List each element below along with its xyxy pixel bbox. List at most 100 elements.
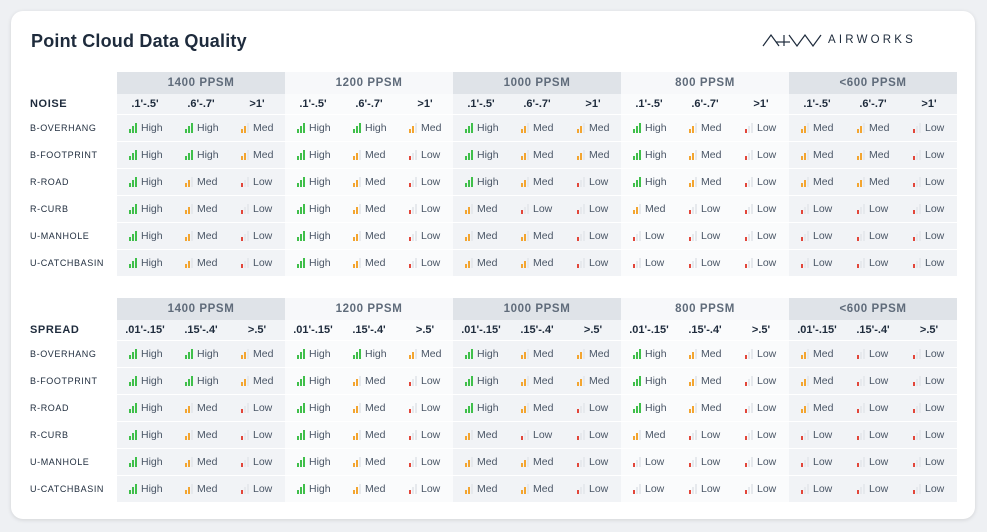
quality-level: Low xyxy=(253,230,273,242)
quality-cell: Med xyxy=(789,394,845,421)
signal-high-icon xyxy=(297,150,305,160)
quality-cell: High xyxy=(117,168,173,195)
signal-low-icon xyxy=(241,403,249,413)
quality-level: Med xyxy=(701,122,722,134)
quality-cell: Low xyxy=(229,475,285,502)
quality-level: Low xyxy=(589,456,609,468)
quality-level: High xyxy=(309,257,331,269)
quality-cell: Med xyxy=(173,249,229,276)
quality-cell: High xyxy=(285,421,341,448)
quality-level: Low xyxy=(253,456,273,468)
quality-cell: High xyxy=(117,421,173,448)
signal-high-icon xyxy=(185,123,193,133)
quality-level: High xyxy=(141,149,163,161)
quality-level: Med xyxy=(365,402,386,414)
quality-level: Med xyxy=(197,203,218,215)
signal-high-icon xyxy=(297,123,305,133)
quality-level: Low xyxy=(701,203,721,215)
table-row: B-OVERHANG High High Med High High Med High Med M… xyxy=(30,340,957,367)
quality-cell: Low xyxy=(621,448,677,475)
quality-level: Med xyxy=(477,429,498,441)
quality-level: Med xyxy=(421,348,442,360)
quality-level: Med xyxy=(197,402,218,414)
quality-level: Low xyxy=(421,257,441,269)
quality-cell: High xyxy=(173,114,229,141)
quality-cell: High xyxy=(453,394,509,421)
signal-low-icon xyxy=(521,430,529,440)
quality-level: Med xyxy=(365,456,386,468)
quality-cell: Med xyxy=(341,394,397,421)
quality-level: Med xyxy=(813,348,834,360)
quality-level: Med xyxy=(645,203,666,215)
quality-cell: High xyxy=(453,340,509,367)
quality-level: Low xyxy=(925,429,945,441)
range-header: >.5' xyxy=(565,320,621,340)
signal-med-icon xyxy=(577,376,585,386)
quality-cell: High xyxy=(285,249,341,276)
quality-cell: Med xyxy=(341,475,397,502)
airworks-logo: AIRWORKS xyxy=(762,33,916,47)
quality-level: Low xyxy=(757,176,777,188)
quality-cell: Med xyxy=(173,448,229,475)
signal-med-icon xyxy=(241,349,249,359)
signal-low-icon xyxy=(689,231,697,241)
quality-level: Low xyxy=(253,203,273,215)
signal-med-icon xyxy=(801,376,809,386)
signal-med-icon xyxy=(185,204,193,214)
quality-level: Low xyxy=(421,429,441,441)
quality-level: High xyxy=(645,375,667,387)
signal-high-icon xyxy=(297,484,305,494)
quality-level: High xyxy=(645,402,667,414)
signal-low-icon xyxy=(409,484,417,494)
quality-level: Low xyxy=(253,402,273,414)
airworks-logo-mark xyxy=(762,33,822,47)
signal-low-icon xyxy=(913,349,921,359)
quality-level: Low xyxy=(925,348,945,360)
quality-level: Med xyxy=(589,122,610,134)
range-header: .6'-.7' xyxy=(677,94,733,114)
signal-med-icon xyxy=(185,403,193,413)
signal-med-icon xyxy=(465,484,473,494)
quality-cell: Low xyxy=(565,195,621,222)
quality-level: Low xyxy=(421,230,441,242)
range-header: .01'-.15' xyxy=(789,320,845,340)
signal-high-icon xyxy=(297,376,305,386)
signal-low-icon xyxy=(577,177,585,187)
quality-level: Low xyxy=(813,429,833,441)
quality-level: Med xyxy=(813,149,834,161)
quality-level: Low xyxy=(757,402,777,414)
signal-low-icon xyxy=(241,231,249,241)
quality-level: Low xyxy=(701,429,721,441)
signal-med-icon xyxy=(353,204,361,214)
quality-level: Low xyxy=(925,149,945,161)
quality-level: Low xyxy=(813,203,833,215)
quality-level: High xyxy=(141,176,163,188)
quality-cell: Med xyxy=(453,249,509,276)
quality-level: Med xyxy=(701,176,722,188)
quality-cell: Low xyxy=(565,168,621,195)
signal-low-icon xyxy=(857,403,865,413)
quality-level: Med xyxy=(365,257,386,269)
quality-cell: Med xyxy=(173,195,229,222)
range-header: .1'-.5' xyxy=(453,94,509,114)
quality-cell: High xyxy=(117,475,173,502)
quality-level: Med xyxy=(813,176,834,188)
quality-level: Low xyxy=(813,483,833,495)
signal-low-icon xyxy=(241,457,249,467)
quality-cell: Med xyxy=(453,421,509,448)
signal-low-icon xyxy=(521,204,529,214)
quality-cell: Med xyxy=(173,421,229,448)
quality-level: High xyxy=(197,149,219,161)
quality-cell: Med xyxy=(173,475,229,502)
quality-cell: Med xyxy=(509,448,565,475)
signal-med-icon xyxy=(801,177,809,187)
signal-med-icon xyxy=(465,258,473,268)
signal-high-icon xyxy=(185,376,193,386)
signal-low-icon xyxy=(577,457,585,467)
signal-low-icon xyxy=(409,231,417,241)
quality-cell: High xyxy=(117,448,173,475)
quality-level: Med xyxy=(533,402,554,414)
group-header-1200-ppsm: 1200 PPSM xyxy=(285,298,453,320)
signal-high-icon xyxy=(633,403,641,413)
quality-cell: High xyxy=(341,114,397,141)
